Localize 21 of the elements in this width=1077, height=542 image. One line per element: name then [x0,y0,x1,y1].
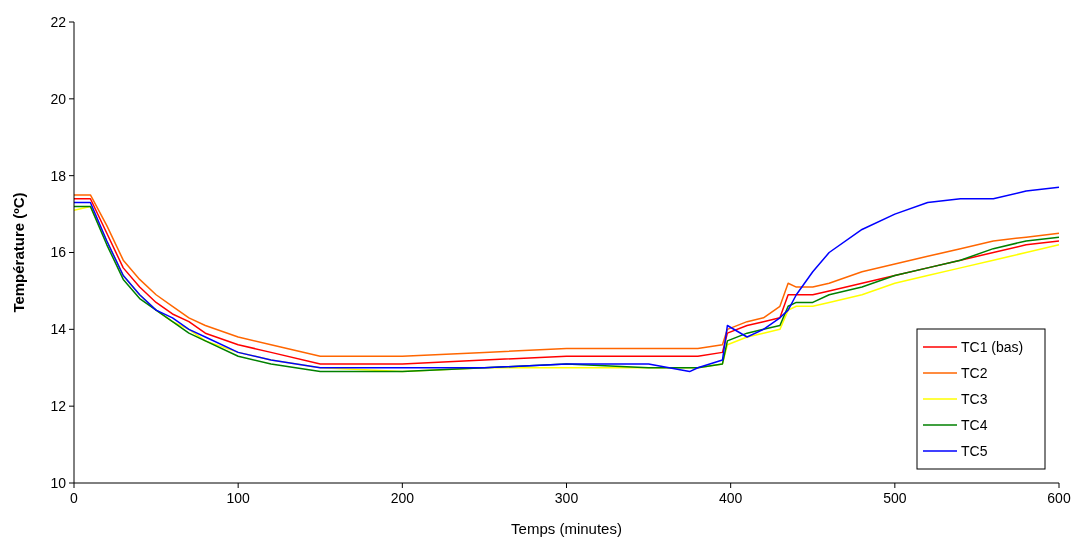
y-axis-title: Température (ºC) [10,192,27,313]
y-tick-label: 20 [50,90,67,107]
legend-label: TC1 (bas) [961,338,1024,355]
x-axis-title: Temps (minutes) [511,520,622,537]
legend-label: TC5 [961,442,988,459]
y-tick-label: 18 [50,167,67,184]
x-tick-label: 500 [883,490,907,506]
y-tick-label: 10 [50,474,67,491]
x-tick-label: 0 [70,490,79,506]
y-tick-label: 14 [50,321,67,338]
legend-label: TC3 [961,390,988,407]
y-tick-label: 22 [50,13,67,30]
legend-label: TC4 [961,416,988,433]
y-tick-label: 16 [50,244,67,261]
x-tick-label: 400 [718,490,743,506]
x-tick-label: 300 [554,490,579,506]
y-tick-label: 12 [50,398,67,415]
x-tick-label: 100 [226,490,251,506]
x-tick-label: 600 [1047,490,1071,506]
x-tick-label: 200 [390,490,415,506]
legend-label: TC2 [961,364,988,381]
